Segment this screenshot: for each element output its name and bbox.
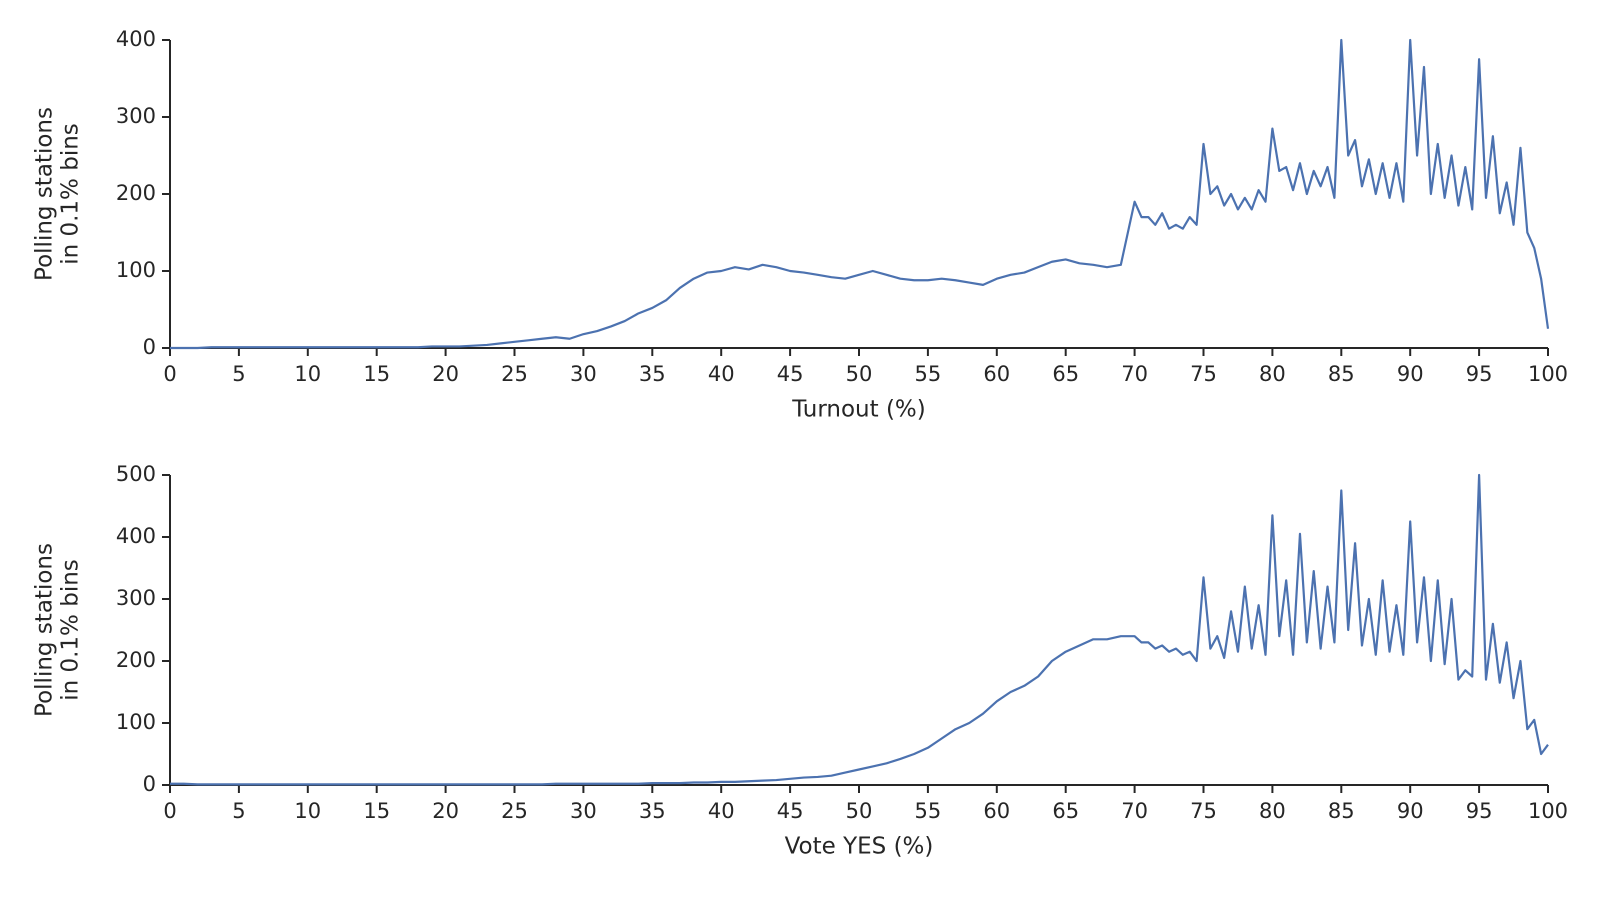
x-tick-label: 5 bbox=[232, 799, 245, 823]
x-tick-label: 45 bbox=[777, 362, 804, 386]
y-tick-label: 200 bbox=[116, 181, 156, 205]
x-tick-label: 75 bbox=[1190, 799, 1217, 823]
x-tick-label: 85 bbox=[1328, 799, 1355, 823]
data-line bbox=[170, 473, 1549, 786]
y-tick-label: 500 bbox=[116, 462, 156, 486]
x-tick-label: 50 bbox=[846, 799, 873, 823]
x-tick-label: 90 bbox=[1397, 799, 1424, 823]
y-tick-label: 0 bbox=[143, 335, 156, 359]
x-tick-label: 15 bbox=[363, 362, 390, 386]
x-tick-label: 0 bbox=[163, 799, 176, 823]
y-tick-label: 300 bbox=[116, 104, 156, 128]
x-tick-label: 65 bbox=[1052, 362, 1079, 386]
y-axis-label: Polling stations bbox=[32, 107, 58, 281]
x-tick-label: 40 bbox=[708, 362, 735, 386]
x-tick-label: 65 bbox=[1052, 799, 1079, 823]
x-axis-label: Vote YES (%) bbox=[785, 834, 934, 860]
y-tick-label: 200 bbox=[116, 648, 156, 672]
x-tick-label: 30 bbox=[570, 799, 597, 823]
y-axis-label: in 0.1% bins bbox=[58, 559, 84, 701]
x-axis-label: Turnout (%) bbox=[791, 397, 926, 423]
x-tick-label: 100 bbox=[1528, 362, 1568, 386]
x-tick-label: 0 bbox=[163, 362, 176, 386]
x-tick-label: 60 bbox=[983, 362, 1010, 386]
x-tick-label: 20 bbox=[432, 362, 459, 386]
x-tick-label: 20 bbox=[432, 799, 459, 823]
x-tick-label: 25 bbox=[501, 799, 528, 823]
x-tick-label: 90 bbox=[1397, 362, 1424, 386]
y-tick-label: 0 bbox=[143, 772, 156, 796]
x-tick-label: 55 bbox=[915, 362, 942, 386]
x-tick-label: 35 bbox=[639, 362, 666, 386]
y-tick-label: 100 bbox=[116, 258, 156, 282]
y-tick-label: 300 bbox=[116, 586, 156, 610]
x-tick-label: 55 bbox=[915, 799, 942, 823]
x-tick-label: 25 bbox=[501, 362, 528, 386]
y-tick-label: 400 bbox=[116, 524, 156, 548]
data-line bbox=[170, 38, 1550, 350]
x-tick-label: 50 bbox=[846, 362, 873, 386]
x-tick-label: 70 bbox=[1121, 362, 1148, 386]
y-axis-label: Polling stations bbox=[32, 543, 58, 717]
x-tick-label: 10 bbox=[294, 362, 321, 386]
x-tick-label: 95 bbox=[1466, 799, 1493, 823]
x-tick-label: 45 bbox=[777, 799, 804, 823]
x-tick-label: 10 bbox=[294, 799, 321, 823]
x-tick-label: 70 bbox=[1121, 799, 1148, 823]
x-tick-label: 85 bbox=[1328, 362, 1355, 386]
x-tick-label: 5 bbox=[232, 362, 245, 386]
x-tick-label: 35 bbox=[639, 799, 666, 823]
x-tick-label: 40 bbox=[708, 799, 735, 823]
x-tick-label: 95 bbox=[1466, 362, 1493, 386]
y-tick-label: 400 bbox=[116, 27, 156, 51]
y-axis-label: in 0.1% bins bbox=[58, 123, 84, 265]
y-tick-label: 100 bbox=[116, 710, 156, 734]
x-tick-label: 80 bbox=[1259, 799, 1286, 823]
x-tick-label: 80 bbox=[1259, 362, 1286, 386]
x-tick-label: 15 bbox=[363, 799, 390, 823]
x-tick-label: 30 bbox=[570, 362, 597, 386]
x-tick-label: 75 bbox=[1190, 362, 1217, 386]
x-tick-label: 100 bbox=[1528, 799, 1568, 823]
x-tick-label: 60 bbox=[983, 799, 1010, 823]
